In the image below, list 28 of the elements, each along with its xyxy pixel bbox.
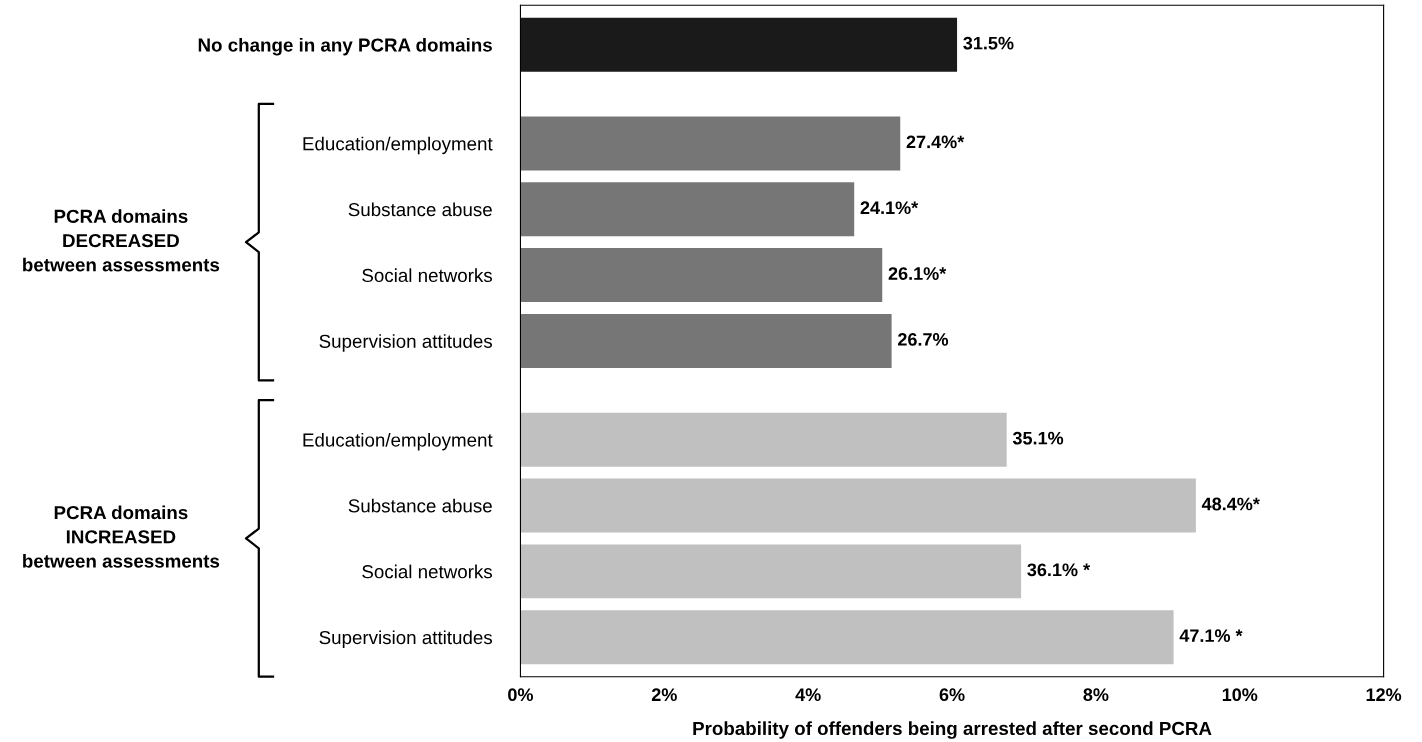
y-tick-label: Education/employment bbox=[303, 432, 493, 451]
annotation: 35.1% bbox=[1012, 431, 1064, 445]
y-tick-label: No change in any PCRA domains bbox=[198, 37, 492, 56]
y-tick-label: Social networks bbox=[362, 268, 492, 283]
x-tick-label: 4% bbox=[795, 688, 821, 702]
x-tick-label: 12% bbox=[1366, 688, 1402, 702]
annotation: 26.1%* bbox=[888, 267, 947, 280]
annotation: 31.5% bbox=[963, 36, 1014, 50]
annotation: 36.1% * bbox=[1027, 563, 1091, 577]
annotation: 48.4%* bbox=[1201, 497, 1260, 511]
x-tick-label: 0% bbox=[508, 688, 534, 702]
y-tick-label: Substance abuse bbox=[348, 498, 492, 513]
x-tick-label: 8% bbox=[1083, 688, 1109, 702]
y-tick-label: Social networks bbox=[362, 564, 492, 579]
annotation: 27.4%* bbox=[906, 135, 965, 149]
annotation: 47.1% * bbox=[1179, 629, 1243, 643]
annotation: 26.7% bbox=[897, 333, 949, 346]
x-tick-label: 6% bbox=[939, 688, 965, 702]
x-tick-label: 2% bbox=[651, 688, 677, 702]
y-tick-label: Supervision attitudes bbox=[319, 630, 493, 648]
y-tick-label: Substance abuse bbox=[348, 202, 492, 217]
x-axis-title: Probability of offenders being arrested after second PCRA bbox=[693, 721, 1212, 739]
text: PCRA domains INCREASED between assessments bbox=[23, 505, 220, 568]
y-tick-label: Supervision attitudes bbox=[319, 334, 493, 352]
y-tick-label: Education/employment bbox=[303, 136, 493, 155]
x-tick-label: 10% bbox=[1222, 688, 1258, 702]
annotation: 24.1%* bbox=[860, 201, 919, 215]
text: PCRA domains DECREASED between assessments bbox=[23, 209, 220, 272]
